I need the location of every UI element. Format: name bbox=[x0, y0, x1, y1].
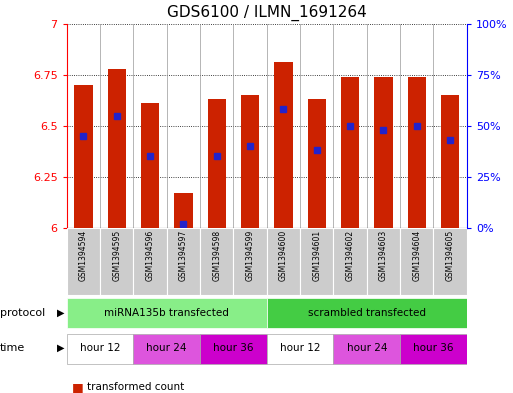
Text: GSM1394603: GSM1394603 bbox=[379, 230, 388, 281]
Text: GSM1394595: GSM1394595 bbox=[112, 230, 121, 281]
Bar bbox=[200, 334, 267, 364]
Bar bbox=[267, 334, 333, 364]
Text: GSM1394599: GSM1394599 bbox=[246, 230, 254, 281]
Bar bbox=[67, 228, 100, 295]
Bar bbox=[267, 298, 467, 329]
Text: GSM1394604: GSM1394604 bbox=[412, 230, 421, 281]
Bar bbox=[141, 103, 159, 228]
Bar bbox=[341, 77, 359, 228]
Text: time: time bbox=[0, 343, 25, 353]
Bar bbox=[233, 228, 267, 295]
Bar bbox=[133, 334, 200, 364]
Bar bbox=[274, 62, 292, 228]
Bar bbox=[308, 99, 326, 228]
Text: protocol: protocol bbox=[0, 308, 45, 318]
Bar bbox=[100, 228, 133, 295]
Bar bbox=[267, 228, 300, 295]
Title: GDS6100 / ILMN_1691264: GDS6100 / ILMN_1691264 bbox=[167, 5, 367, 21]
Bar bbox=[441, 95, 459, 228]
Bar bbox=[133, 228, 167, 295]
Text: GSM1394601: GSM1394601 bbox=[312, 230, 321, 281]
Bar bbox=[367, 228, 400, 295]
Bar bbox=[333, 334, 400, 364]
Text: GSM1394600: GSM1394600 bbox=[279, 230, 288, 281]
Bar bbox=[74, 85, 92, 228]
Text: hour 36: hour 36 bbox=[213, 343, 253, 353]
Bar bbox=[374, 77, 392, 228]
Text: miRNA135b transfected: miRNA135b transfected bbox=[104, 308, 229, 318]
Bar bbox=[300, 228, 333, 295]
Bar bbox=[333, 228, 367, 295]
Bar bbox=[167, 228, 200, 295]
Bar bbox=[67, 334, 133, 364]
Text: hour 36: hour 36 bbox=[413, 343, 453, 353]
Bar bbox=[67, 298, 267, 329]
Bar bbox=[241, 95, 259, 228]
Text: GSM1394594: GSM1394594 bbox=[79, 230, 88, 281]
Text: hour 24: hour 24 bbox=[147, 343, 187, 353]
Bar bbox=[200, 228, 233, 295]
Text: ■: ■ bbox=[72, 380, 84, 393]
Text: ▶: ▶ bbox=[56, 343, 64, 353]
Text: transformed count: transformed count bbox=[87, 382, 185, 392]
Text: hour 12: hour 12 bbox=[280, 343, 320, 353]
Bar bbox=[208, 99, 226, 228]
Bar bbox=[400, 228, 433, 295]
Text: GSM1394602: GSM1394602 bbox=[346, 230, 354, 281]
Text: scrambled transfected: scrambled transfected bbox=[308, 308, 426, 318]
Text: GSM1394597: GSM1394597 bbox=[179, 230, 188, 281]
Bar bbox=[433, 228, 467, 295]
Bar bbox=[400, 334, 467, 364]
Text: hour 12: hour 12 bbox=[80, 343, 120, 353]
Bar bbox=[174, 193, 192, 228]
Bar bbox=[108, 68, 126, 228]
Text: ▶: ▶ bbox=[56, 308, 64, 318]
Text: GSM1394598: GSM1394598 bbox=[212, 230, 221, 281]
Bar bbox=[408, 77, 426, 228]
Text: hour 24: hour 24 bbox=[347, 343, 387, 353]
Text: GSM1394605: GSM1394605 bbox=[446, 230, 455, 281]
Text: GSM1394596: GSM1394596 bbox=[146, 230, 154, 281]
